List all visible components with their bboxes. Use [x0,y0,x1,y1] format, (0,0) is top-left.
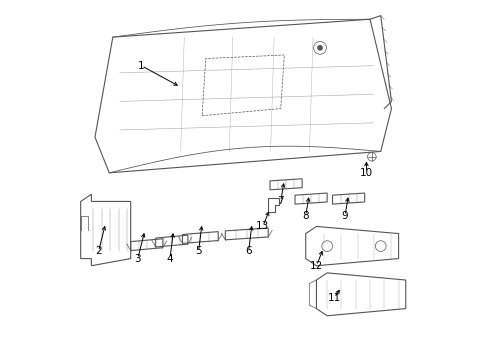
Text: 6: 6 [245,247,252,256]
Text: 12: 12 [310,261,323,271]
Text: 10: 10 [360,168,373,178]
Text: 5: 5 [195,247,202,256]
Text: 13: 13 [256,221,270,231]
Text: 9: 9 [342,211,348,221]
Text: 3: 3 [135,253,141,264]
Text: 7: 7 [277,197,284,206]
Text: 8: 8 [302,211,309,221]
Text: 11: 11 [328,293,341,303]
Text: 1: 1 [138,61,145,71]
Text: 4: 4 [167,253,173,264]
Text: 2: 2 [95,247,102,256]
Circle shape [318,46,322,50]
